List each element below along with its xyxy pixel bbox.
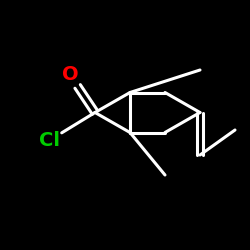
Text: Cl: Cl [40, 130, 60, 150]
Text: O: O [62, 66, 78, 84]
